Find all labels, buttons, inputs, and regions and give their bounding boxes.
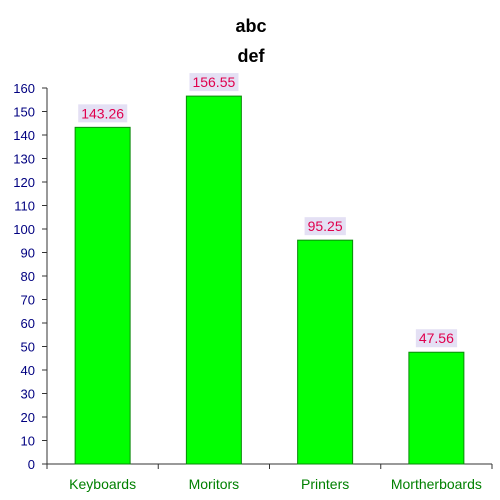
data-label-background [78, 104, 128, 123]
data-label: 143.26 [81, 105, 124, 121]
y-axis: 0 10 20 30 40 50 60 70 80 90 100 110 120 130 140 150 160 [13, 81, 48, 472]
y-tick-label: 10 [21, 434, 35, 449]
bar [297, 239, 354, 465]
x-category-label: Printers [301, 476, 349, 492]
data-label: 47.56 [419, 330, 454, 346]
bar [185, 95, 242, 465]
y-tick-label: 70 [21, 293, 35, 308]
y-tick-label: 120 [13, 175, 35, 190]
data-label: 156.55 [192, 74, 235, 90]
x-category-label: Keyboards [69, 476, 136, 492]
data-label-background [415, 329, 458, 348]
bar [74, 126, 131, 465]
y-tick-label: 80 [21, 269, 35, 284]
y-tick-label: 130 [13, 152, 35, 167]
y-tick-label: 90 [21, 246, 35, 261]
bars [74, 95, 465, 465]
x-category-label: Mortherboards [391, 476, 482, 492]
data-label-background [189, 73, 239, 92]
y-tick-label: 40 [21, 363, 35, 378]
data-label-background [304, 217, 346, 236]
y-tick-label: 30 [21, 387, 35, 402]
bar [408, 351, 465, 465]
y-tick-label: 0 [28, 457, 35, 472]
y-tick-label: 50 [21, 340, 35, 355]
x-axis: Keyboards Moritors Printers Mortherboards [46, 463, 493, 492]
data-labels: 143.26 156.55 95.25 47.56 [78, 73, 458, 348]
y-tick-label: 110 [14, 199, 35, 214]
y-tick-label: 20 [21, 410, 35, 425]
y-tick-label: 60 [21, 316, 35, 331]
y-tick-label: 150 [13, 105, 35, 120]
y-tick-label: 140 [13, 128, 35, 143]
chart-title: abc [235, 16, 266, 36]
x-category-label: Moritors [189, 476, 240, 492]
y-tick-label: 100 [13, 222, 35, 237]
data-label: 95.25 [308, 218, 343, 234]
chart-subtitle: def [238, 46, 266, 66]
y-tick-label: 160 [13, 81, 35, 96]
